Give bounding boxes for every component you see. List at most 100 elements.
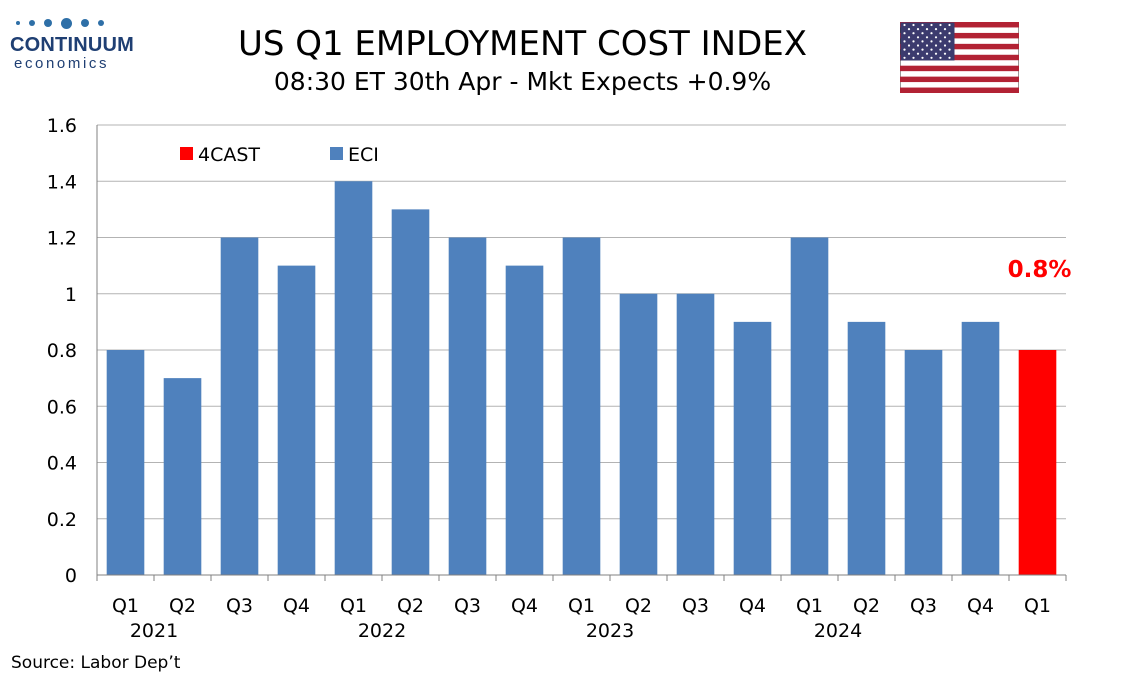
- axes: [96, 125, 1067, 581]
- flag-star: [934, 28, 938, 31]
- flag-star: [903, 48, 906, 51]
- flag-star: [912, 48, 915, 51]
- forecast-annotation: 0.8%: [1008, 257, 1072, 283]
- flag-star: [903, 56, 906, 59]
- flag-star: [907, 44, 911, 47]
- x-tick-label: Q2: [853, 595, 880, 617]
- flag-star: [903, 32, 906, 35]
- logo-dots-icon: [10, 12, 140, 34]
- x-tick-label: Q1: [112, 595, 139, 617]
- eci-bar: [163, 378, 202, 575]
- y-tick-label: 1.2: [47, 228, 77, 250]
- flag-star: [903, 40, 906, 43]
- flag-star: [948, 56, 951, 59]
- flag-star: [916, 52, 920, 55]
- legend-label: 4CAST: [198, 144, 260, 166]
- flag-star: [930, 40, 933, 43]
- flag-stripe: [900, 54, 1019, 61]
- y-tick-label: 0.2: [47, 509, 77, 531]
- flag-star: [921, 40, 924, 43]
- x-tick-label: Q4: [739, 595, 766, 617]
- flag-star: [925, 36, 929, 39]
- eci-bar: [733, 321, 772, 575]
- flag-star: [948, 40, 951, 43]
- eci-bar: [847, 321, 886, 575]
- eci-bar: [106, 350, 145, 575]
- source-note: Source: Labor Dep’t: [11, 653, 181, 673]
- flag-star: [916, 36, 920, 39]
- legend-swatch: [180, 147, 193, 160]
- flag-star: [912, 40, 915, 43]
- flag-star: [925, 52, 929, 55]
- flag-stripe: [900, 87, 1019, 93]
- x-tick-label: Q2: [625, 595, 652, 617]
- flag-stripe: [900, 65, 1019, 72]
- x-tick-label: Q2: [169, 595, 196, 617]
- labels: 0 0.2 0.4 0.6 0.8 1 1.2 1.4 1.6 Q1 Q2 Q3 Q4 Q1 Q2 Q3 Q4 Q…: [47, 115, 1072, 642]
- y-tick-label: 1: [65, 284, 77, 306]
- x-tick-label: Q4: [511, 595, 538, 617]
- x-tick-label: Q1: [1024, 595, 1051, 617]
- eci-bar: [334, 181, 373, 575]
- flag-star: [939, 40, 942, 43]
- year-label: 2021: [130, 620, 178, 642]
- x-tick-label: Q3: [454, 595, 481, 617]
- eci-bar: [562, 237, 601, 575]
- flag-star: [930, 56, 933, 59]
- flag-star: [943, 44, 947, 47]
- eci-bar: [619, 293, 658, 575]
- flag-star: [907, 36, 911, 39]
- eci-bar: [505, 265, 544, 575]
- year-label: 2024: [814, 620, 862, 642]
- flag-star: [939, 32, 942, 35]
- flag-star: [948, 48, 951, 51]
- flag-star: [916, 28, 920, 31]
- y-tick-label: 0.6: [47, 396, 77, 418]
- legend: 4CAST ECI: [180, 144, 379, 166]
- flag-star: [912, 56, 915, 59]
- flag-star: [921, 56, 924, 59]
- year-label: 2022: [358, 620, 406, 642]
- flag-stripe: [900, 32, 1019, 39]
- x-tick-label: Q3: [910, 595, 937, 617]
- eci-bar: [220, 237, 259, 575]
- flag-star: [939, 23, 942, 27]
- flag-star: [934, 36, 938, 39]
- eci-bar: [961, 321, 1000, 575]
- eci-bar: [790, 237, 829, 575]
- flag-star: [943, 36, 947, 39]
- flag-star: [921, 48, 924, 51]
- flag-star: [925, 28, 929, 31]
- x-tick-label: Q3: [226, 595, 253, 617]
- flag-star: [907, 52, 911, 55]
- flag-stripe: [900, 43, 1019, 50]
- flag-stripe: [900, 22, 1019, 28]
- bars: [106, 181, 1057, 575]
- y-tick-label: 0.4: [47, 453, 77, 475]
- legend-label: ECI: [348, 144, 379, 166]
- flag-star: [948, 23, 951, 27]
- flag-star: [939, 48, 942, 51]
- eci-bar: [676, 293, 715, 575]
- x-tick-label: Q4: [283, 595, 310, 617]
- y-tick-label: 0.8: [47, 340, 77, 362]
- eci-bar: [277, 265, 316, 575]
- flag-star: [916, 44, 920, 47]
- flag-star: [921, 23, 924, 27]
- continuum-logo: CONTINUUM economics: [10, 12, 140, 72]
- flag-star: [925, 44, 929, 47]
- chart-subtitle: 08:30 ET 30th Apr - Mkt Expects +0.9%: [273, 67, 772, 96]
- flag-star: [912, 32, 915, 35]
- flag-star: [930, 48, 933, 51]
- forecast-bar: [1018, 350, 1057, 575]
- y-tick-label: 0: [65, 565, 77, 587]
- flag-star: [912, 23, 915, 27]
- eci-bar: [904, 350, 943, 575]
- us-flag-icon: [900, 22, 1019, 93]
- flag-star: [948, 32, 951, 35]
- logo-name: CONTINUUM: [10, 34, 135, 56]
- flag-stripe: [900, 76, 1019, 83]
- flag-star: [939, 56, 942, 59]
- year-label: 2023: [586, 620, 634, 642]
